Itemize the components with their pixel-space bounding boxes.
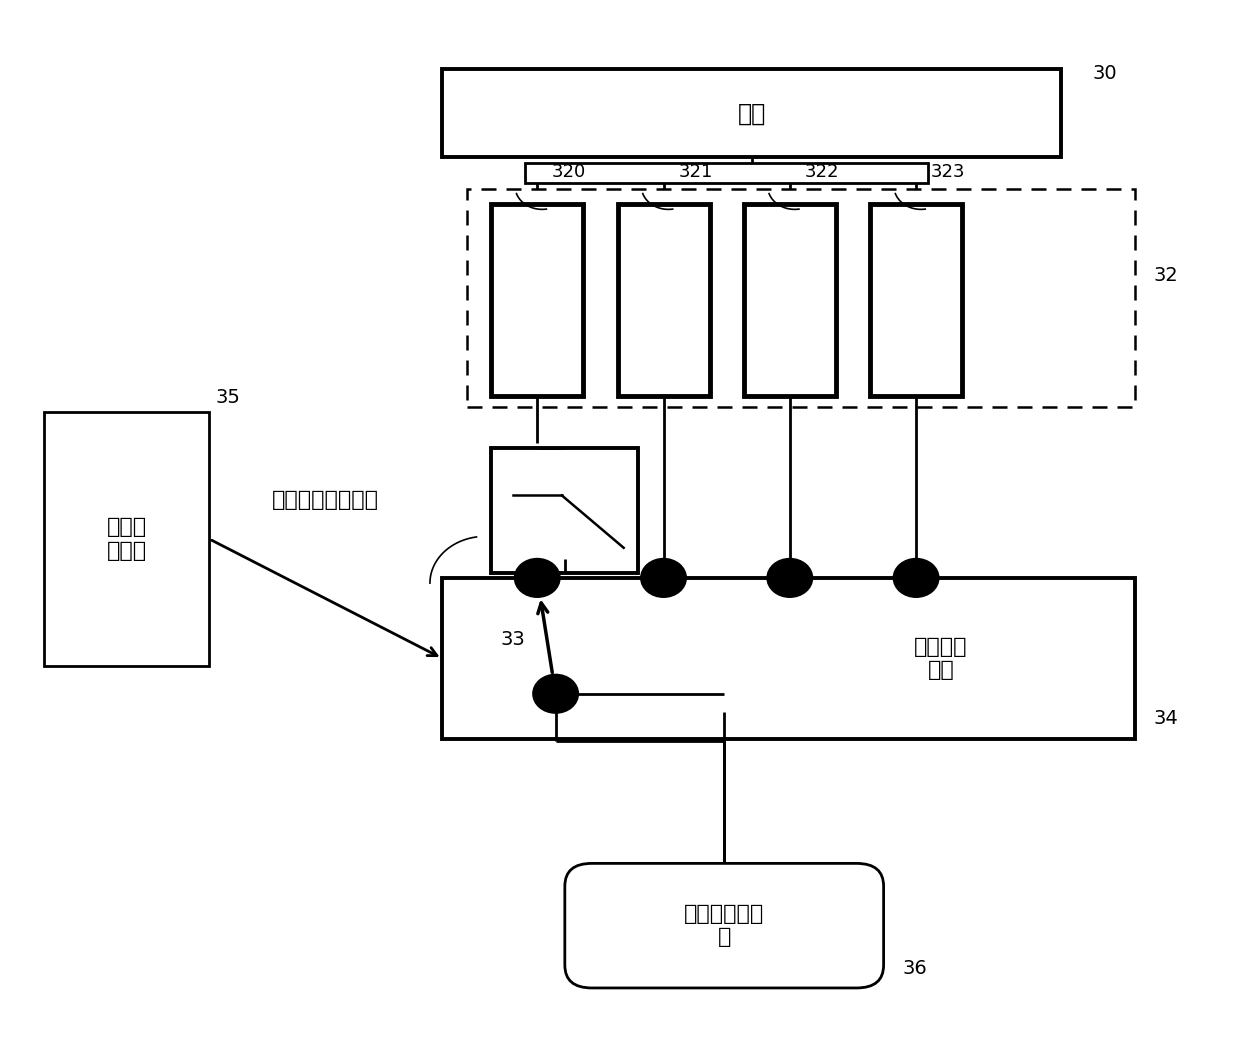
- Text: 320: 320: [552, 163, 587, 181]
- Circle shape: [515, 560, 559, 596]
- Text: 开关逻辑控制信号: 开关逻辑控制信号: [273, 490, 379, 510]
- Text: 30: 30: [1092, 64, 1117, 83]
- Circle shape: [533, 675, 578, 712]
- Text: 33: 33: [501, 630, 526, 649]
- Text: 323: 323: [931, 163, 965, 181]
- Bar: [443, 578, 1135, 739]
- Circle shape: [894, 560, 939, 596]
- Circle shape: [768, 560, 812, 596]
- Bar: [870, 204, 962, 397]
- Bar: [491, 204, 583, 397]
- Bar: [744, 204, 836, 397]
- Bar: [525, 163, 929, 183]
- Bar: [43, 411, 210, 666]
- Text: 射频信号发射
器: 射频信号发射 器: [684, 904, 764, 947]
- Text: 34: 34: [1153, 709, 1178, 728]
- Text: 36: 36: [901, 958, 926, 977]
- Bar: [618, 204, 709, 397]
- Text: 321: 321: [678, 163, 713, 181]
- FancyBboxPatch shape: [565, 864, 884, 988]
- Bar: [491, 448, 639, 572]
- Bar: [466, 188, 1135, 407]
- Text: 35: 35: [216, 387, 241, 407]
- Text: 天线: 天线: [738, 101, 766, 125]
- Circle shape: [641, 560, 686, 596]
- Text: 322: 322: [805, 163, 839, 181]
- Text: 天线调谐
开关: 天线调谐 开关: [914, 636, 967, 680]
- Text: 32: 32: [1153, 266, 1178, 285]
- Text: 主控制
器模块: 主控制 器模块: [107, 518, 146, 561]
- Bar: [443, 69, 1061, 158]
